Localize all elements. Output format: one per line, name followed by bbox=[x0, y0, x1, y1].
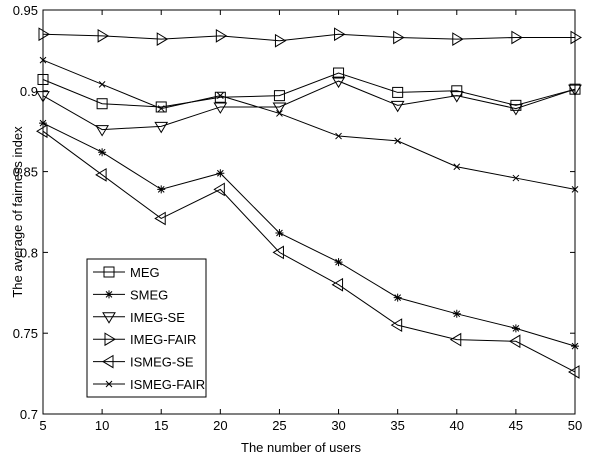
series-line-smeg bbox=[42, 122, 576, 347]
legend-box bbox=[86, 258, 207, 398]
x-tick-label: 20 bbox=[213, 418, 227, 433]
legend-label-ismeg-se: ISMEG-SE bbox=[130, 355, 194, 370]
data-point-smeg bbox=[452, 309, 461, 318]
data-point-imeg-se bbox=[213, 102, 228, 114]
data-point-imeg-fair bbox=[97, 28, 110, 43]
data-point-ismeg-fair bbox=[335, 132, 342, 140]
series-line-imeg-se bbox=[42, 80, 576, 131]
data-point-ismeg-se bbox=[449, 332, 462, 347]
data-point-smeg bbox=[157, 185, 166, 194]
x-tick-label: 25 bbox=[272, 418, 286, 433]
y-tick-label: 0.95 bbox=[13, 3, 38, 18]
series-line-imeg-fair bbox=[42, 33, 575, 42]
legend-label-smeg: SMEG bbox=[130, 287, 168, 302]
x-tick-label: 15 bbox=[154, 418, 168, 433]
data-point-imeg-se bbox=[154, 121, 169, 134]
data-point-ismeg-fair bbox=[571, 186, 579, 193]
data-point-ismeg-se bbox=[331, 277, 344, 292]
y-tick-label: 0.7 bbox=[20, 407, 38, 422]
data-point-meg bbox=[569, 83, 581, 95]
series-line-ismeg-fair bbox=[42, 59, 576, 190]
data-point-imeg-fair bbox=[334, 27, 346, 42]
legend-label-imeg-se: IMEG-SE bbox=[130, 310, 185, 325]
data-point-smeg bbox=[216, 169, 225, 178]
plot-area: 5 10 15 20 25 30 35 40 45 50 0.7 0.75 0.8 0.85 0.9 0.95… bbox=[13, 3, 583, 433]
y-axis-label: The average of fairness index bbox=[10, 126, 25, 298]
data-point-smeg bbox=[571, 342, 579, 351]
data-point-ismeg-fair bbox=[453, 163, 461, 171]
data-point-ismeg-se bbox=[568, 365, 580, 379]
data-point-meg bbox=[333, 67, 345, 79]
y-tick-label: 0.9 bbox=[20, 84, 38, 99]
data-point-meg bbox=[37, 73, 49, 85]
data-point-imeg-se bbox=[331, 76, 346, 89]
data-point-smeg bbox=[275, 229, 284, 238]
data-point-ismeg-se bbox=[272, 245, 284, 260]
data-point-imeg-fair bbox=[452, 32, 464, 46]
x-tick-label: 45 bbox=[509, 418, 523, 433]
data-point-meg bbox=[392, 86, 404, 98]
data-point-ismeg-se bbox=[390, 318, 403, 333]
series-line-ismeg-se bbox=[42, 130, 576, 373]
legend-marker-ismeg-fair bbox=[105, 380, 113, 388]
data-point-imeg-fair bbox=[156, 32, 169, 46]
legend-marker-smeg bbox=[105, 290, 113, 299]
data-point-imeg-fair bbox=[38, 27, 50, 42]
data-point-ismeg-fair bbox=[39, 56, 47, 64]
legend-label-imeg-fair: IMEG-FAIR bbox=[130, 332, 196, 347]
data-point-imeg-fair bbox=[511, 30, 523, 45]
data-point-ismeg-se bbox=[36, 124, 48, 139]
x-tick-label: 5 bbox=[39, 418, 46, 433]
data-point-ismeg-fair bbox=[157, 105, 165, 112]
data-point-meg bbox=[96, 98, 108, 110]
data-point-smeg bbox=[39, 119, 47, 128]
x-tick-label: 50 bbox=[568, 418, 582, 433]
data-point-smeg bbox=[334, 258, 343, 267]
x-tick-label: 10 bbox=[95, 418, 109, 433]
data-point-imeg-se bbox=[36, 91, 50, 103]
data-point-imeg-fair bbox=[570, 30, 582, 45]
data-point-imeg-se bbox=[272, 102, 287, 114]
data-point-ismeg-fair bbox=[512, 174, 520, 182]
x-axis-label: The number of users bbox=[241, 440, 361, 455]
data-point-imeg-fair bbox=[215, 28, 228, 43]
data-point-ismeg-fair bbox=[394, 137, 402, 145]
data-point-smeg bbox=[511, 324, 520, 333]
y-tick-label: 0.8 bbox=[20, 245, 38, 260]
data-point-ismeg-se bbox=[95, 167, 107, 182]
data-point-imeg-se bbox=[390, 100, 405, 113]
plot-frame bbox=[42, 9, 576, 415]
data-point-ismeg-fair bbox=[216, 92, 224, 100]
legend-marker-imeg-se bbox=[102, 312, 116, 324]
legend-label-meg: MEG bbox=[130, 265, 160, 280]
x-tick-label: 40 bbox=[450, 418, 464, 433]
data-point-imeg-fair bbox=[393, 30, 405, 45]
data-point-ismeg-se bbox=[154, 211, 166, 226]
y-tick-label: 0.85 bbox=[13, 165, 38, 180]
legend-label-ismeg-fair: ISMEG-FAIR bbox=[130, 377, 205, 392]
data-point-imeg-se bbox=[568, 84, 582, 97]
legend-marker-ismeg-se bbox=[102, 354, 114, 369]
data-point-smeg bbox=[98, 148, 107, 157]
data-point-smeg bbox=[393, 293, 402, 302]
data-point-ismeg-se bbox=[508, 334, 521, 349]
data-point-imeg-se bbox=[95, 125, 109, 137]
x-tick-label: 30 bbox=[331, 418, 345, 433]
y-tick-label: 0.75 bbox=[13, 326, 38, 341]
data-point-ismeg-se bbox=[213, 182, 225, 197]
data-point-imeg-se bbox=[509, 104, 523, 116]
series-line-meg bbox=[42, 72, 576, 108]
data-point-imeg-fair bbox=[274, 33, 287, 48]
data-point-meg bbox=[273, 90, 285, 102]
data-point-ismeg-fair bbox=[98, 80, 106, 88]
legend-marker-meg bbox=[103, 266, 115, 278]
x-tick-label: 35 bbox=[390, 418, 404, 433]
data-point-ismeg-fair bbox=[276, 110, 283, 117]
legend-marker-imeg-fair bbox=[104, 332, 116, 347]
data-point-imeg-se bbox=[449, 91, 464, 103]
